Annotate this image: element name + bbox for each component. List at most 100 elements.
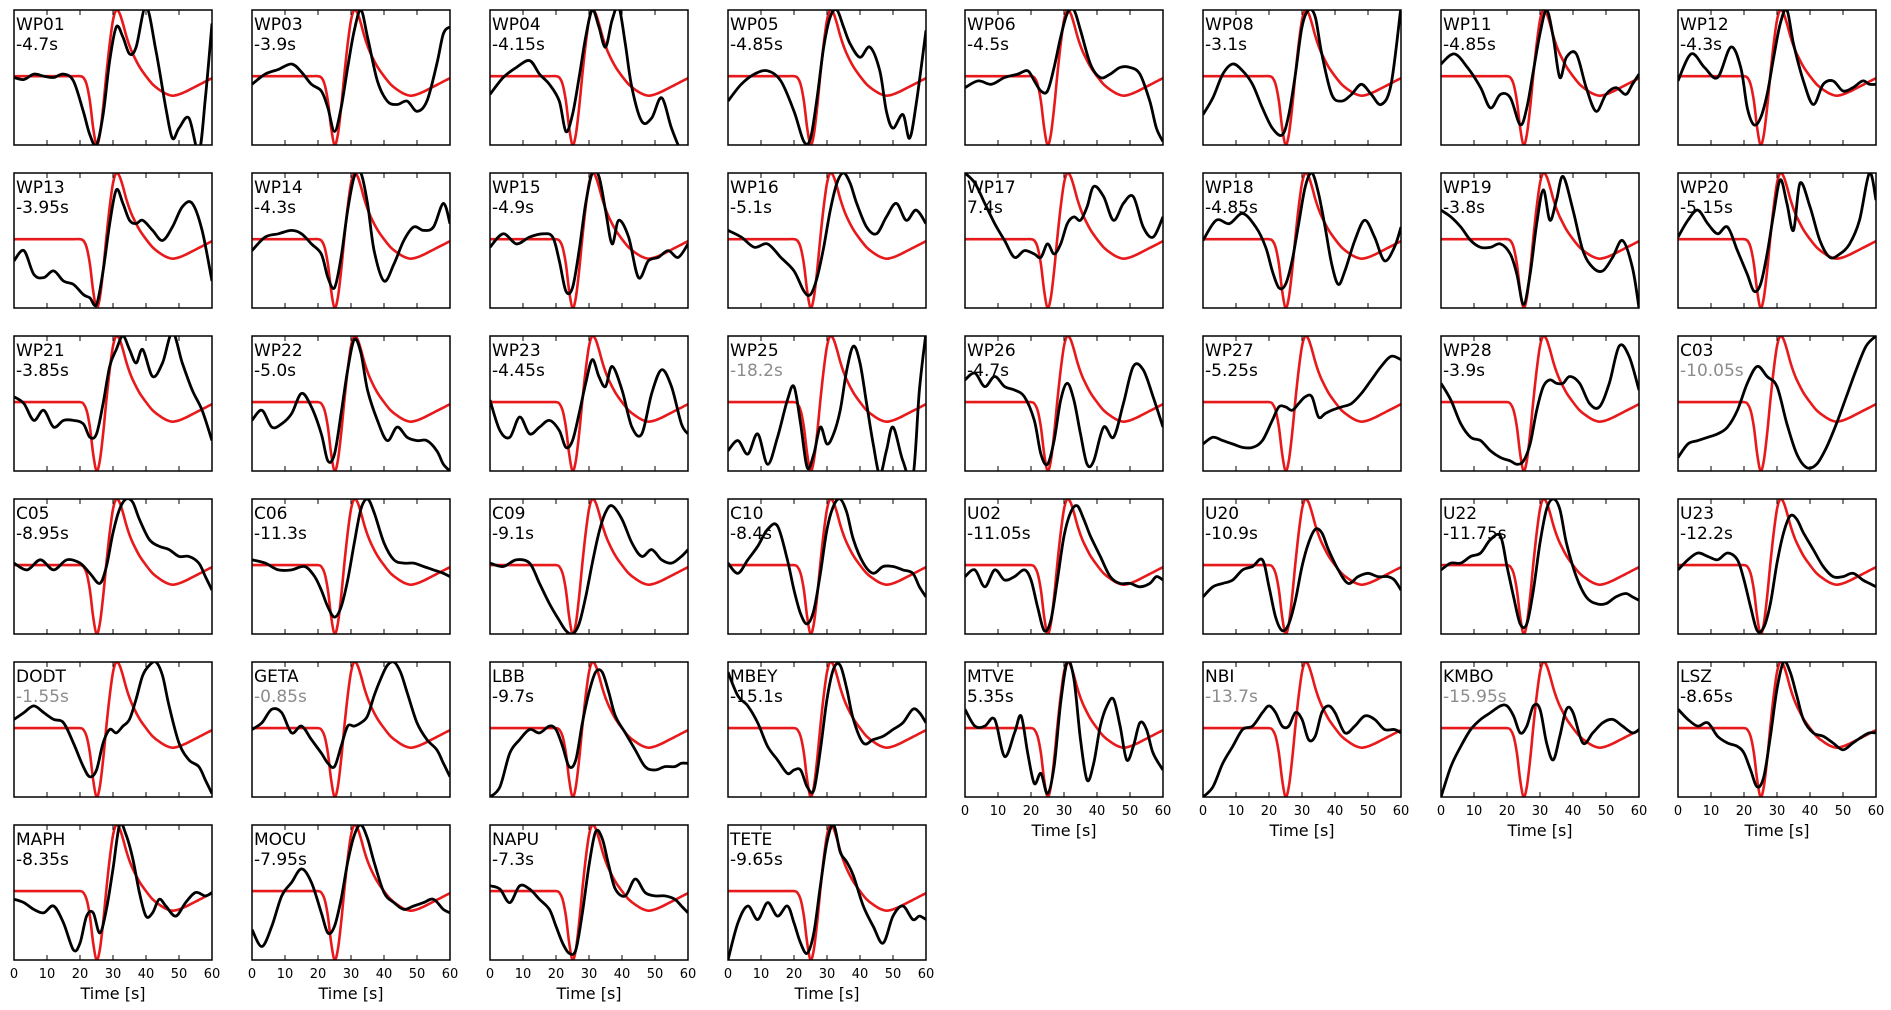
station-label: WP21 bbox=[16, 341, 65, 361]
time-shift-label: -3.9s bbox=[1443, 361, 1485, 381]
station-label: WP14 bbox=[254, 178, 303, 198]
panel-dodt: DODT-1.55s bbox=[13, 661, 213, 798]
observed-waveform bbox=[490, 828, 688, 956]
station-label: WP03 bbox=[254, 15, 303, 35]
time-shift-label: -8.4s bbox=[730, 524, 772, 544]
station-label: NAPU bbox=[492, 830, 539, 850]
x-tick-label: 60 bbox=[204, 967, 221, 982]
time-shift-label: -3.85s bbox=[16, 361, 69, 381]
x-tick-label: 10 bbox=[277, 967, 294, 982]
x-tick-label: 10 bbox=[990, 804, 1007, 819]
observed-waveform bbox=[490, 358, 688, 450]
station-label: LSZ bbox=[1680, 667, 1712, 687]
time-shift-label: -4.7s bbox=[16, 35, 58, 55]
station-label: U22 bbox=[1443, 504, 1477, 524]
x-tick-label: 30 bbox=[819, 967, 836, 982]
panel-lsz: LSZ-8.65s 0 10 20 30 40 50 60 Time [s] bbox=[1674, 661, 1884, 840]
panel-wp22: WP22-5.0s bbox=[251, 335, 451, 472]
x-tick-label: 10 bbox=[515, 967, 532, 982]
x-tick-label: 20 bbox=[1499, 804, 1516, 819]
station-label: C03 bbox=[1680, 341, 1714, 361]
time-shift-label: -3.9s bbox=[254, 35, 296, 55]
x-tick-label: 60 bbox=[1393, 804, 1410, 819]
panel-wp08: WP08-3.1s bbox=[1202, 9, 1402, 146]
panel-c03: C03-10.05s bbox=[1677, 335, 1877, 472]
station-label: WP19 bbox=[1443, 178, 1492, 198]
x-tick-label: 50 bbox=[1360, 804, 1377, 819]
panel-wp25: WP25-18.2s bbox=[727, 335, 927, 472]
time-shift-label: -11.05s bbox=[967, 524, 1031, 544]
panel-wp11: WP11-4.85s bbox=[1440, 9, 1640, 146]
observed-waveform bbox=[1678, 10, 1876, 127]
station-label: WP20 bbox=[1680, 178, 1729, 198]
time-shift-label: -9.7s bbox=[492, 687, 534, 707]
x-tick-label: 50 bbox=[409, 967, 426, 982]
time-shift-label: -7.3s bbox=[492, 850, 534, 870]
panel-wp27: WP27-5.25s bbox=[1202, 335, 1402, 472]
observed-waveform bbox=[728, 662, 926, 795]
time-shift-label: -4.7s bbox=[967, 361, 1009, 381]
panel-wp16: WP16-5.1s bbox=[727, 172, 927, 309]
time-shift-label: -3.95s bbox=[16, 198, 69, 218]
observed-waveform bbox=[1678, 662, 1876, 789]
x-tick-label: 10 bbox=[753, 967, 770, 982]
panel-napu: NAPU-7.3s 0 10 20 30 40 50 60 Time [s] bbox=[486, 824, 696, 1003]
x-axis-label: Time [s] bbox=[79, 984, 145, 1003]
observed-waveform bbox=[965, 362, 1163, 469]
x-axis-label: Time [s] bbox=[1506, 821, 1572, 840]
station-label: WP17 bbox=[967, 178, 1016, 198]
observed-waveform bbox=[1203, 704, 1401, 797]
x-tick-label: 40 bbox=[614, 967, 631, 982]
x-tick-label: 30 bbox=[1769, 804, 1786, 819]
time-shift-label: -15.95s bbox=[1443, 687, 1507, 707]
observed-waveform bbox=[1678, 336, 1876, 470]
station-label: WP11 bbox=[1443, 15, 1492, 35]
observed-waveform bbox=[1203, 173, 1401, 291]
x-tick-label: 20 bbox=[72, 967, 89, 982]
time-shift-label: -9.65s bbox=[730, 850, 783, 870]
x-tick-label: 40 bbox=[376, 967, 393, 982]
x-tick-label: 60 bbox=[1868, 804, 1885, 819]
panel-wp28: WP28-3.9s bbox=[1440, 335, 1640, 472]
time-shift-label: -3.1s bbox=[1205, 35, 1247, 55]
station-label: C05 bbox=[16, 504, 50, 524]
station-label: WP23 bbox=[492, 341, 541, 361]
x-tick-label: 0 bbox=[961, 804, 969, 819]
x-tick-label: 0 bbox=[1199, 804, 1207, 819]
time-shift-label: -8.95s bbox=[16, 524, 69, 544]
observed-waveform bbox=[14, 336, 212, 442]
x-axis-label: Time [s] bbox=[555, 984, 621, 1003]
time-shift-label: -7.95s bbox=[254, 850, 307, 870]
x-tick-label: 20 bbox=[1023, 804, 1040, 819]
x-axis-label: Time [s] bbox=[1030, 821, 1096, 840]
time-shift-label: -4.15s bbox=[492, 35, 545, 55]
panel-mocu: MOCU-7.95s 0 10 20 30 40 50 60 Time [s] bbox=[248, 824, 458, 1003]
station-label: WP26 bbox=[967, 341, 1016, 361]
x-tick-label: 60 bbox=[1631, 804, 1648, 819]
x-tick-label: 20 bbox=[310, 967, 327, 982]
time-shift-label: -8.65s bbox=[1680, 687, 1733, 707]
panel-wp19: WP19-3.8s bbox=[1440, 172, 1640, 309]
time-shift-label: -5.0s bbox=[254, 361, 296, 381]
observed-waveform bbox=[1441, 10, 1639, 127]
station-label: C09 bbox=[492, 504, 526, 524]
panel-wp26: WP26-4.7s bbox=[964, 335, 1164, 472]
time-shift-label: -4.3s bbox=[254, 198, 296, 218]
station-label: MAPH bbox=[16, 830, 65, 850]
station-label: WP28 bbox=[1443, 341, 1492, 361]
observed-waveform bbox=[252, 499, 450, 619]
time-shift-label: -15.1s bbox=[730, 687, 783, 707]
x-tick-label: 20 bbox=[548, 967, 565, 982]
station-label: GETA bbox=[254, 667, 299, 687]
station-label: WP16 bbox=[730, 178, 779, 198]
panel-c10: C10-8.4s bbox=[727, 498, 927, 635]
panel-mbey: MBEY-15.1s bbox=[727, 661, 927, 798]
x-tick-label: 50 bbox=[885, 967, 902, 982]
x-axis-label: Time [s] bbox=[317, 984, 383, 1003]
x-tick-label: 40 bbox=[1089, 804, 1106, 819]
time-shift-label: 7.4s bbox=[967, 198, 1003, 218]
x-tick-label: 60 bbox=[1155, 804, 1172, 819]
x-tick-label: 30 bbox=[1532, 804, 1549, 819]
station-label: MBEY bbox=[730, 667, 778, 687]
